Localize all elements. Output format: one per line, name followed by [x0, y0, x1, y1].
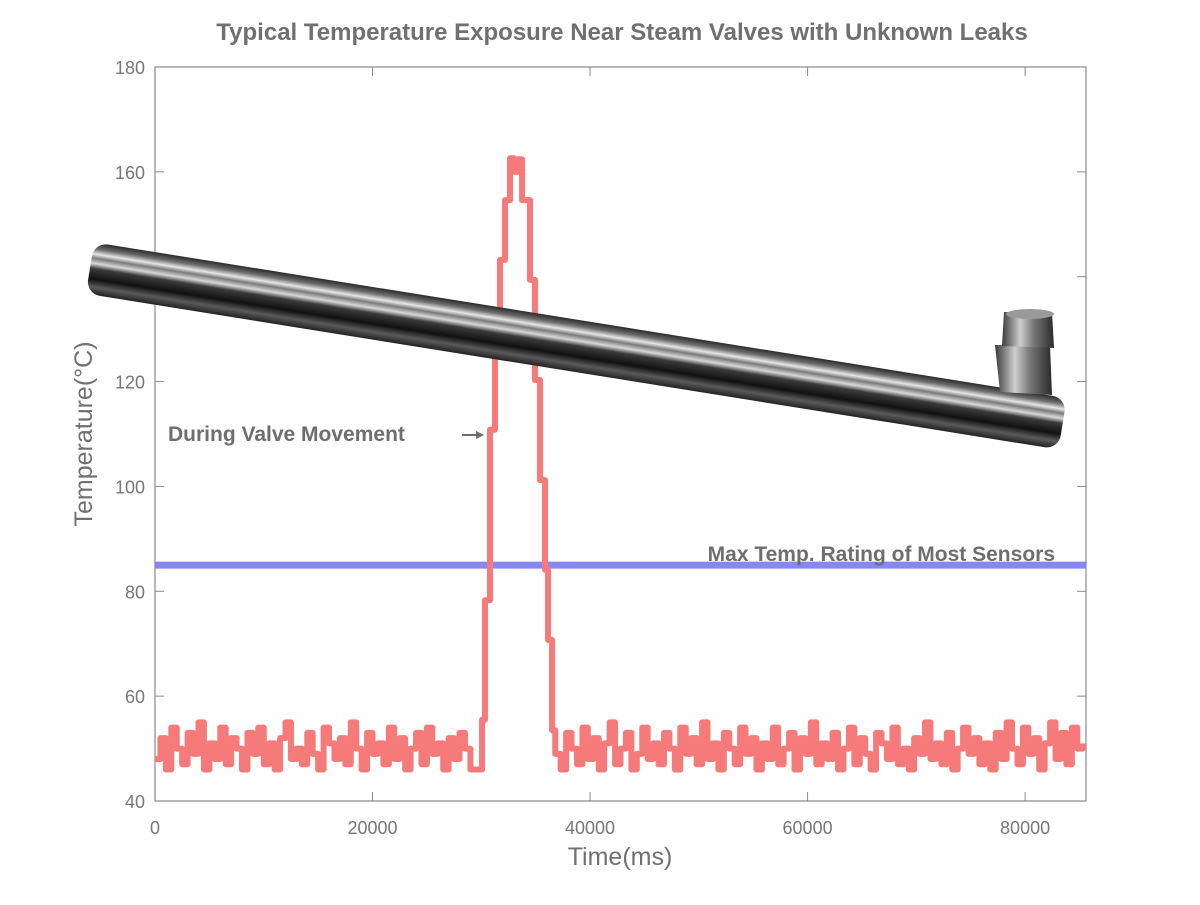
steam-pipe-image: [86, 242, 1067, 449]
y-tick-label: 180: [115, 58, 145, 78]
y-tick-label: 100: [115, 477, 145, 497]
y-axis-label: Temperature(°C): [70, 341, 98, 526]
x-tick-label: 40000: [565, 818, 615, 838]
y-tick-label: 60: [125, 687, 145, 707]
chart-title: Typical Temperature Exposure Near Steam …: [216, 19, 1027, 46]
pipe-elbow-fitting: [995, 345, 1052, 395]
x-tick-label: 20000: [347, 818, 397, 838]
temperature-series-line: [155, 158, 1083, 769]
annotation-valve-movement: During Valve Movement: [168, 423, 405, 446]
y-tick-label: 120: [115, 373, 145, 393]
x-tick-label: 60000: [783, 818, 833, 838]
y-tick-label: 80: [125, 582, 145, 602]
y-tick-label: 160: [115, 163, 145, 183]
arrow-icon: [462, 431, 484, 439]
x-axis-label: Time(ms): [568, 843, 673, 871]
x-tick-label: 80000: [1000, 818, 1050, 838]
annotation-max-temp: Max Temp. Rating of Most Sensors: [708, 543, 1055, 566]
series-layer: [155, 158, 1086, 770]
x-tick-label: 0: [150, 818, 160, 838]
y-tick-label: 40: [125, 792, 145, 812]
